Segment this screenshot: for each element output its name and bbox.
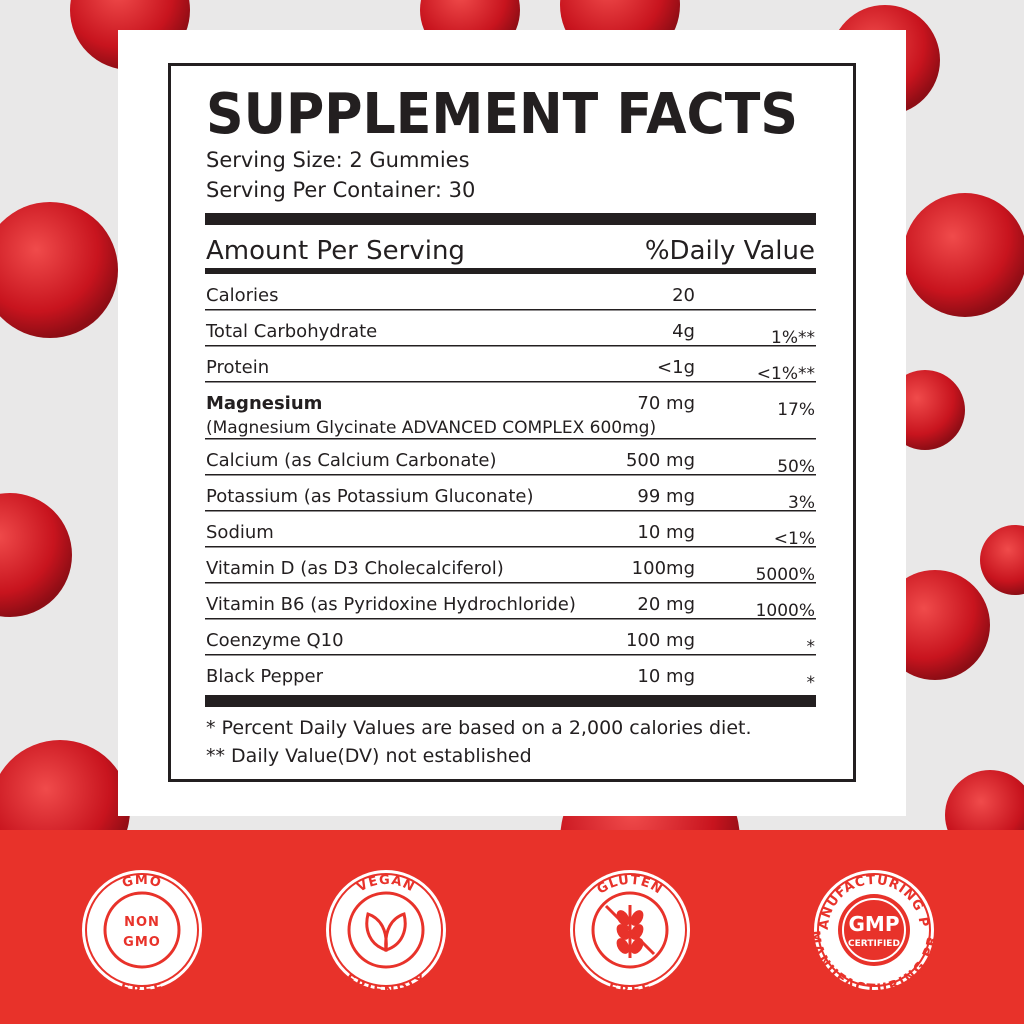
footnote: ** Daily Value(DV) not established <box>206 745 532 767</box>
nutrient-daily-value: 5000% <box>756 565 815 585</box>
nutrient-amount: 4g <box>672 321 695 342</box>
nutrient-daily-value: 1%** <box>771 328 815 348</box>
nutrient-amount: 10 mg <box>637 666 695 687</box>
row-rule <box>205 309 816 311</box>
label-panel <box>118 30 906 816</box>
nutrient-amount: <1g <box>657 357 695 378</box>
badge-center-text: GMO <box>123 935 161 950</box>
nutrient-name: Vitamin D (as D3 Cholecalciferol) <box>206 558 504 579</box>
label-border <box>168 63 856 782</box>
nutrient-name: Magnesium <box>206 393 322 414</box>
row-rule <box>205 582 816 584</box>
leaf-icon <box>365 912 407 952</box>
nutrient-amount: 20 <box>672 285 695 306</box>
nutrient-name: Protein <box>206 357 269 378</box>
row-rule <box>205 654 816 656</box>
medium-rule <box>205 268 816 274</box>
nutrient-amount: 500 mg <box>626 450 695 471</box>
row-rule <box>205 474 816 476</box>
serving-size: Serving Size: 2 Gummies <box>206 148 470 172</box>
row-rule <box>205 546 816 548</box>
nutrient-daily-value: * <box>807 673 816 693</box>
badge-vegan: VEGAN FRIENDLY <box>326 870 446 999</box>
row-rule <box>205 510 816 512</box>
row-rule <box>205 618 816 620</box>
nutrient-daily-value: 17% <box>777 400 815 420</box>
nutrient-amount: 20 mg <box>637 594 695 615</box>
nutrient-daily-value: <1% <box>774 529 815 549</box>
nutrient-name: Vitamin B6 (as Pyridoxine Hydrochloride) <box>206 594 576 615</box>
badge-center-text: NON <box>124 915 160 930</box>
nutrient-daily-value: 1000% <box>756 601 815 621</box>
nutrient-name: Calcium (as Calcium Carbonate) <box>206 450 497 471</box>
badge-top-text: VEGAN <box>355 873 417 896</box>
nutrient-name: Potassium (as Potassium Gluconate) <box>206 486 533 507</box>
servings-per-container: Serving Per Container: 30 <box>206 178 475 202</box>
nutrient-name: Total Carbohydrate <box>205 321 377 342</box>
row-rule <box>205 345 816 347</box>
row-rule <box>205 438 816 440</box>
badge-center-text: CERTIFIED <box>848 939 900 949</box>
nutrient-name: Black Pepper <box>206 666 324 687</box>
badge-top-text: GMO <box>121 873 163 891</box>
title: SUPPLEMENT FACTS <box>206 82 798 147</box>
nutrient-name: Sodium <box>206 522 274 543</box>
nutrient-amount: 100 mg <box>626 630 695 651</box>
nutrient-amount: 100mg <box>632 558 695 579</box>
nutrient-rows: Calories 20 Total Carbohydrate 4g 1%** Protei… <box>205 285 816 693</box>
header-right: %Daily Value <box>645 236 815 266</box>
row-rule <box>205 381 816 383</box>
footnote: * Percent Daily Values are based on a 2,… <box>206 717 752 739</box>
nutrient-name: Calories <box>206 285 278 306</box>
header-left: Amount Per Serving <box>206 236 465 266</box>
svg-text:VEGAN: VEGAN <box>355 873 418 896</box>
nutrient-amount: 10 mg <box>637 522 695 543</box>
nutrient-name: Coenzyme Q10 <box>206 630 344 651</box>
nutrient-daily-value: 50% <box>777 457 815 477</box>
wheat-icon <box>604 904 656 958</box>
svg-text:GMO: GMO <box>121 873 164 891</box>
nutrient-daily-value: 3% <box>788 493 815 513</box>
thick-rule <box>205 695 816 707</box>
badge-center-text: GMP <box>849 912 900 936</box>
badge-gluten-free: GLUTEN FREE <box>570 870 690 999</box>
nutrient-detail: (Magnesium Glycinate ADVANCED COMPLEX 60… <box>206 418 656 438</box>
thick-rule <box>205 213 816 225</box>
nutrient-amount: 70 mg <box>637 393 695 414</box>
nutrient-daily-value: <1%** <box>757 364 815 384</box>
nutrient-amount: 99 mg <box>637 486 695 507</box>
nutrient-daily-value: * <box>807 637 816 657</box>
